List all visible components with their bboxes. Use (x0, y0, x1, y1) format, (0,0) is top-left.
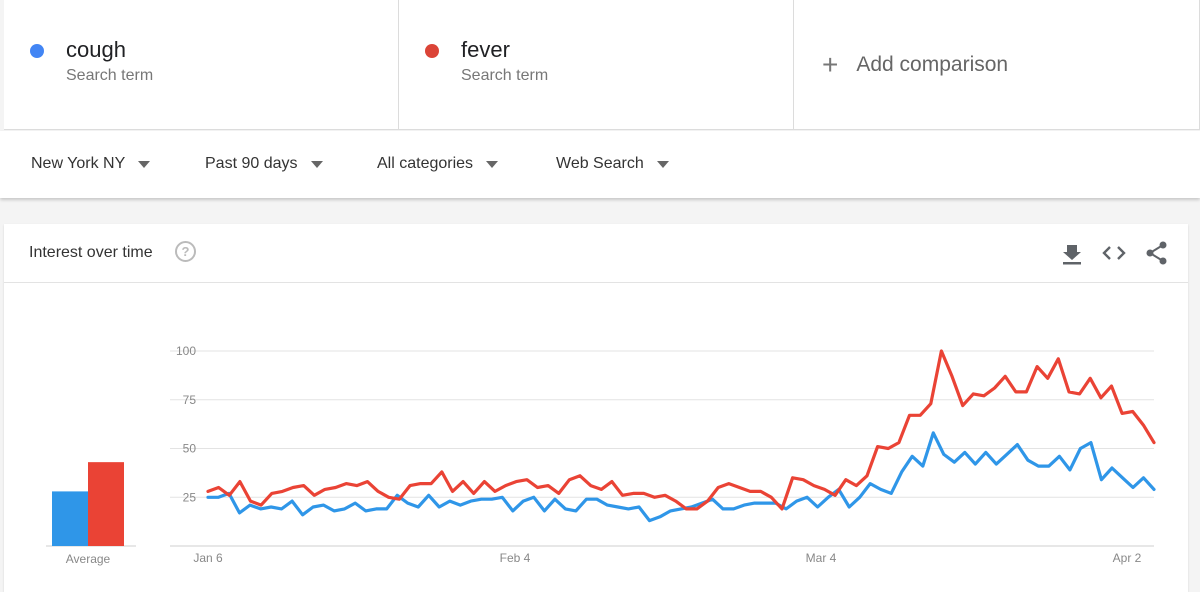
y-tick-label: 50 (183, 442, 197, 456)
cough-color-dot (30, 44, 44, 58)
y-tick-label: 25 (183, 490, 197, 504)
card-title: Interest over time (29, 244, 153, 261)
search-type-label: Web Search (556, 155, 644, 172)
add-comparison-label: Add comparison (856, 53, 1009, 76)
region-label: New York NY (31, 155, 126, 172)
average-bar-fever (88, 462, 124, 546)
term-card-fever[interactable]: fever Search term (399, 0, 794, 130)
y-tick-label: 75 (183, 393, 197, 407)
fever-color-dot (425, 44, 439, 58)
period-label: Past 90 days (205, 155, 298, 172)
region-dropdown[interactable]: New York NY (31, 155, 151, 173)
x-tick-label: Jan 6 (193, 551, 223, 565)
embed-code-icon[interactable] (1101, 240, 1127, 266)
chevron-down-icon (138, 161, 151, 168)
download-icon[interactable] (1059, 240, 1085, 266)
x-tick-label: Feb 4 (500, 551, 531, 565)
share-icon[interactable] (1144, 240, 1170, 266)
category-dropdown[interactable]: All categories (377, 155, 499, 173)
help-icon[interactable]: ? (175, 241, 196, 262)
series-line-cough (206, 431, 1156, 523)
term-name[interactable]: cough (66, 37, 126, 62)
interest-chart: 25 50 75 100 Jan 6 Feb 4 Mar 4 Apr 2 Average (46, 344, 1156, 566)
series-line-fever (206, 349, 1156, 511)
term-subtitle: Search term (66, 67, 154, 84)
y-tick-label: 100 (176, 344, 196, 358)
interest-over-time-card: Interest over time ? 25 50 75 100 Jan 6 Feb 4… (4, 224, 1188, 592)
card-header: Interest over time ? (4, 224, 1188, 283)
term-name[interactable]: fever (461, 37, 510, 62)
chevron-down-icon (656, 161, 669, 168)
add-comparison-button[interactable]: + Add comparison (794, 0, 1200, 130)
x-tick-label: Apr 2 (1113, 551, 1142, 565)
x-tick-label: Mar 4 (806, 551, 837, 565)
average-bar-cough (52, 491, 88, 546)
term-card-cough[interactable]: cough Search term (4, 0, 399, 130)
chevron-down-icon (486, 161, 499, 168)
period-dropdown[interactable]: Past 90 days (205, 155, 323, 173)
term-subtitle: Search term (461, 67, 549, 84)
plus-icon: + (822, 49, 839, 80)
search-type-dropdown[interactable]: Web Search (556, 155, 669, 173)
search-terms-bar: cough Search term fever Search term + Ad… (4, 0, 1200, 130)
category-label: All categories (377, 155, 474, 172)
chevron-down-icon (310, 161, 323, 168)
filter-bar: New York NY Past 90 days All categories … (0, 131, 1200, 198)
average-label: Average (66, 552, 111, 566)
